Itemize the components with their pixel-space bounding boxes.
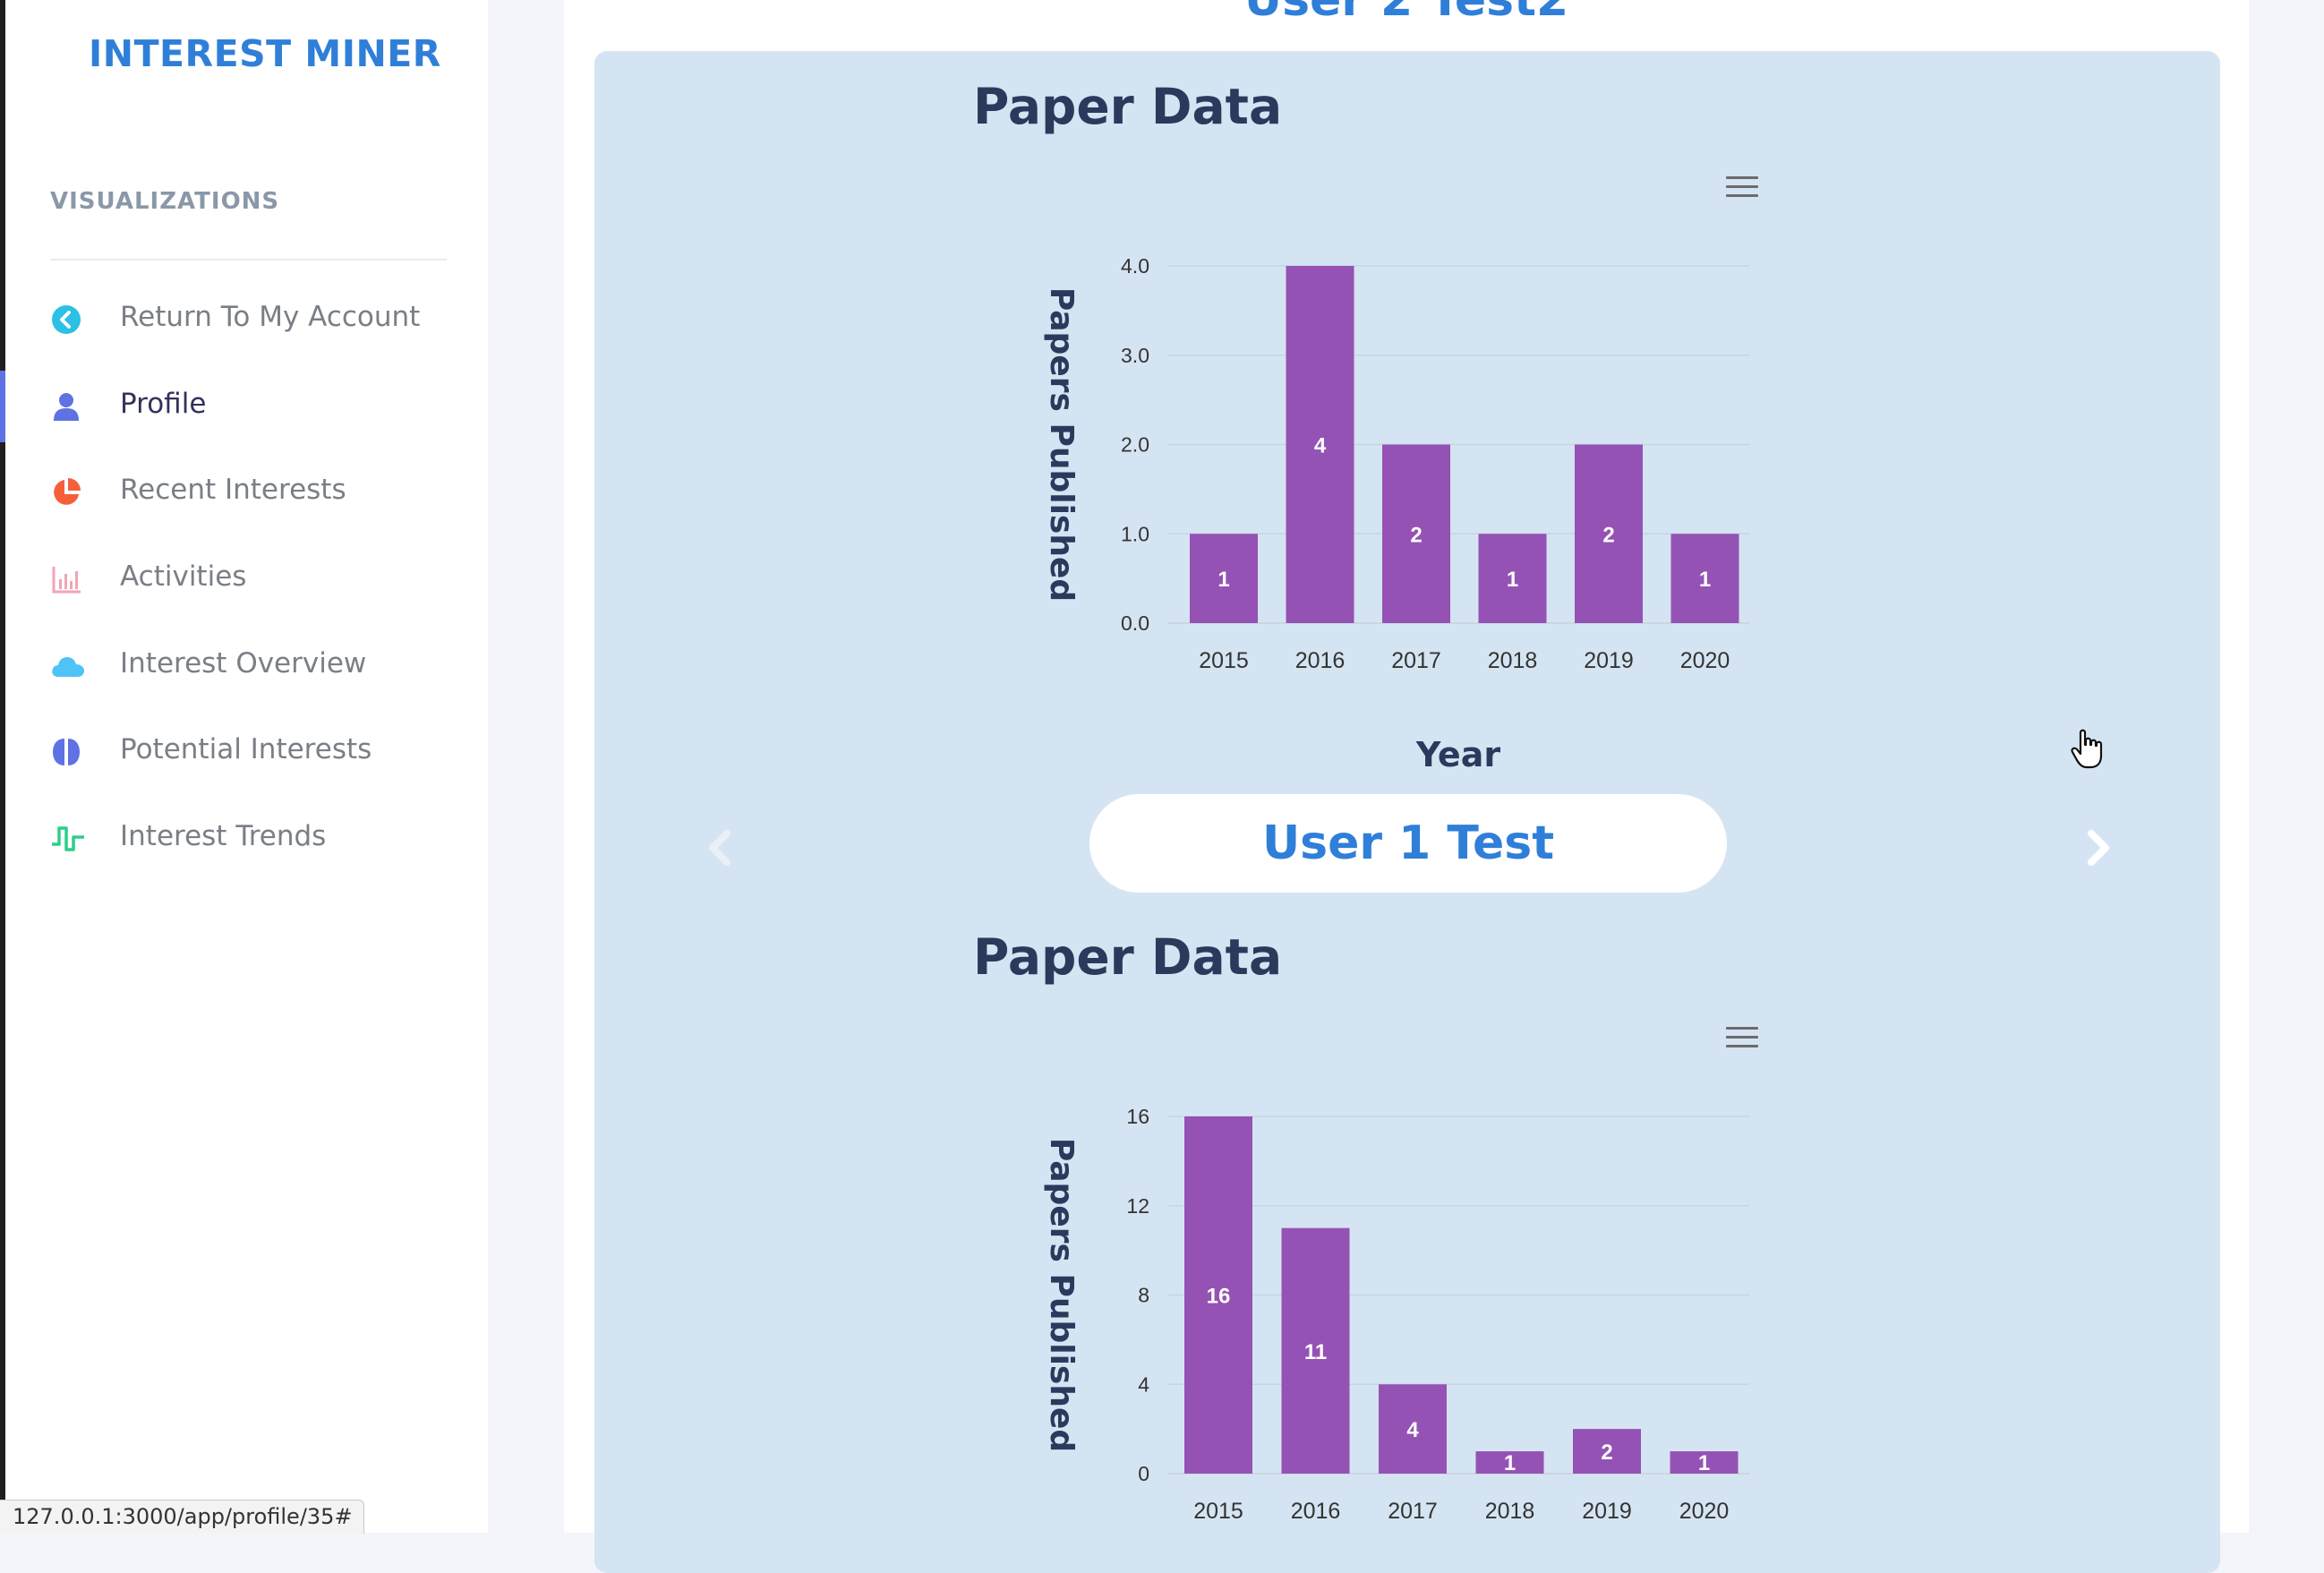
- previous-user-name: User 2 Test2: [1243, 0, 1569, 27]
- bar: [1382, 444, 1450, 623]
- y-tick-label: 0: [1138, 1462, 1149, 1485]
- data-label: 2: [1601, 1440, 1612, 1465]
- pie-chart-icon: [50, 476, 82, 509]
- bar: [1670, 1451, 1739, 1474]
- y-tick-label: 4: [1138, 1372, 1149, 1396]
- x-tick-label: 2017: [1391, 648, 1441, 673]
- data-label: 2: [1410, 523, 1422, 547]
- data-label: 4: [1406, 1418, 1419, 1442]
- user-name-pill: User 1 Test: [1089, 794, 1727, 893]
- data-label: 16: [1207, 1285, 1231, 1309]
- bar: [1286, 266, 1354, 623]
- data-label: 1: [1699, 568, 1711, 592]
- x-tick-label: 2015: [1193, 1499, 1243, 1524]
- y-tick-label: 2.0: [1121, 433, 1149, 457]
- sidebar-item-profile[interactable]: Profile: [0, 371, 493, 442]
- x-tick-label: 2019: [1582, 1499, 1632, 1524]
- user-icon: [50, 390, 82, 423]
- brand-logo[interactable]: INTEREST MINER: [89, 32, 441, 75]
- data-label: 11: [1304, 1340, 1327, 1364]
- data-label: 1: [1218, 568, 1229, 592]
- sidebar-item-activities[interactable]: Activities: [5, 543, 493, 615]
- chevron-left-circle-icon: [50, 303, 82, 336]
- chart-area: 0.0 1.0 2.0 3.0 4.0 1 2015 4 2016 2 2017 1 2018 2 2019…: [1043, 254, 1749, 774]
- chevron-right-icon: [2088, 830, 2109, 866]
- brain-icon: [50, 736, 82, 768]
- y-tick-label: 4.0: [1121, 254, 1149, 278]
- sidebar-section-title: VISUALIZATIONS: [50, 188, 280, 215]
- sidebar-item-label: Profile: [120, 388, 207, 420]
- x-tick-label: 2020: [1679, 1499, 1730, 1524]
- chart-menu-icon[interactable]: [1724, 175, 1760, 201]
- hand-cursor-icon: [2071, 729, 2103, 769]
- x-tick-label: 2018: [1488, 648, 1538, 673]
- data-label: 4: [1314, 434, 1327, 458]
- bar: [1184, 1116, 1252, 1474]
- x-tick-label: 2015: [1199, 648, 1249, 673]
- x-tick-label: 2019: [1584, 648, 1634, 673]
- sidebar-item-label: Recent Interests: [120, 474, 346, 506]
- data-label: 1: [1698, 1451, 1710, 1475]
- sidebar-item-potential-interests[interactable]: Potential Interests: [5, 716, 493, 788]
- sidebar-item-label: Activities: [120, 560, 247, 593]
- bar: [1281, 1227, 1350, 1474]
- x-tick-label: 2020: [1680, 648, 1730, 673]
- chevron-left-icon: [709, 830, 731, 866]
- chart-title: Paper Data: [973, 78, 1283, 135]
- cloud-icon: [50, 650, 84, 682]
- carousel-prev-button[interactable]: [693, 821, 747, 875]
- data-label: 2: [1602, 523, 1614, 547]
- x-tick-label: 2016: [1291, 1499, 1341, 1524]
- bar: [1478, 534, 1547, 623]
- sidebar-item-recent-interests[interactable]: Recent Interests: [5, 457, 493, 528]
- x-tick-label: 2016: [1295, 648, 1346, 673]
- bar: [1573, 1429, 1641, 1474]
- sidebar-item-label: Return To My Account: [120, 301, 421, 333]
- y-tick-label: 8: [1138, 1284, 1149, 1307]
- y-tick-label: 0.0: [1121, 611, 1149, 635]
- carousel-next-button[interactable]: [2072, 821, 2125, 875]
- pulse-icon: [50, 823, 84, 855]
- y-tick-label: 16: [1126, 1105, 1149, 1128]
- sidebar-item-return-to-my-account[interactable]: Return To My Account: [5, 284, 493, 355]
- main-content: User 2 Test2 Paper Data 0.0 1.0 2.0 3.0 4.0 1…: [564, 0, 2249, 1573]
- y-axis-title: Papers Published: [1043, 287, 1080, 602]
- x-axis-title: Year: [1415, 735, 1500, 774]
- sidebar: INTEREST MINER VISUALIZATIONS Return To …: [0, 0, 488, 1533]
- bar: [1575, 444, 1643, 623]
- bar: [1190, 534, 1258, 623]
- user-carousel: Paper Data 0.0 1.0 2.0 3.0 4.0 1 2015 4 2016 2 201…: [594, 51, 2220, 1573]
- bar: [1475, 1451, 1544, 1474]
- y-tick-label: 3.0: [1121, 344, 1149, 367]
- bar: [1379, 1384, 1447, 1474]
- sidebar-item-label: Potential Interests: [120, 733, 372, 765]
- data-label: 1: [1507, 568, 1518, 592]
- bar: [1670, 534, 1739, 623]
- sidebar-item-interest-overview[interactable]: Interest Overview: [5, 630, 493, 702]
- y-axis-title: Papers Published: [1043, 1138, 1080, 1452]
- y-tick-label: 12: [1126, 1194, 1149, 1218]
- divider: [50, 259, 447, 261]
- data-label: 1: [1504, 1451, 1516, 1475]
- chart-area: 0 4 8 12 16 16 2015 11 2016 4 2017 1 2018 2 2019 1 2020 P…: [1043, 1105, 1749, 1524]
- x-tick-label: 2018: [1485, 1499, 1535, 1524]
- chart-title: Paper Data: [973, 928, 1283, 986]
- bar-chart-icon: [50, 563, 82, 595]
- status-bar-url: 127.0.0.1:3000/app/profile/35#: [0, 1500, 364, 1534]
- sidebar-item-label: Interest Trends: [120, 820, 327, 852]
- chart-menu-icon[interactable]: [1724, 1025, 1760, 1052]
- sidebar-item-interest-trends[interactable]: Interest Trends: [5, 803, 493, 875]
- sidebar-item-label: Interest Overview: [120, 647, 367, 680]
- y-tick-label: 1.0: [1121, 522, 1149, 545]
- x-tick-label: 2017: [1388, 1499, 1438, 1524]
